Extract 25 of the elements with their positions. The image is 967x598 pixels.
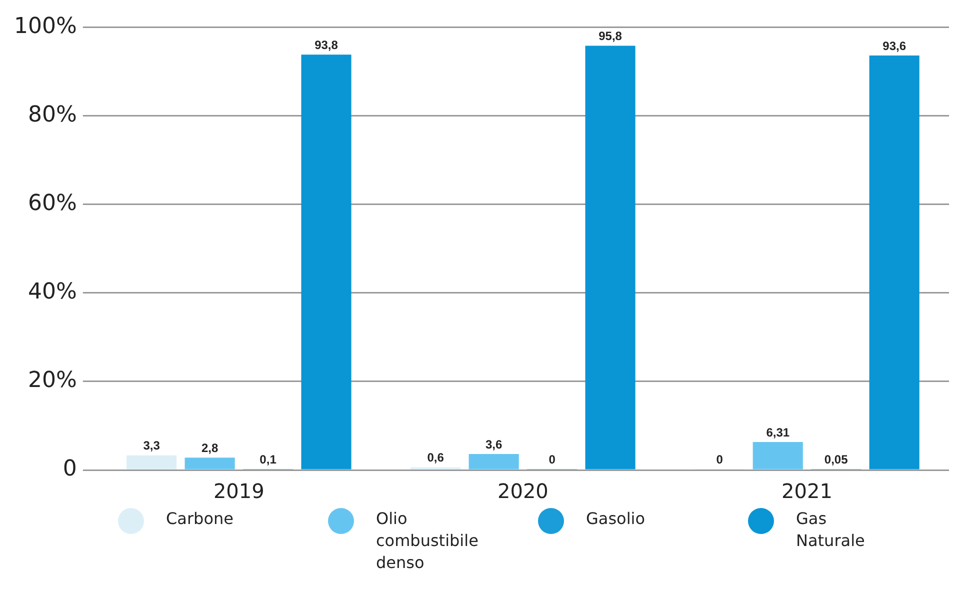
data-label: 93,6 bbox=[882, 38, 906, 53]
data-label: 0 bbox=[548, 452, 556, 466]
y-tick-label: 60% bbox=[28, 191, 77, 216]
data-label: 6,31 bbox=[766, 425, 790, 440]
data-label: 93,8 bbox=[314, 38, 338, 52]
data-label: 95,8 bbox=[598, 29, 622, 44]
y-tick-label: 40% bbox=[28, 280, 77, 305]
y-tick-label: 100% bbox=[14, 14, 77, 39]
legend-label: Olio combustibile denso bbox=[376, 508, 480, 574]
data-label: 3,6 bbox=[485, 437, 502, 452]
data-label: 0,05 bbox=[824, 452, 848, 466]
y-tick-label: 0 bbox=[62, 456, 77, 482]
data-label: 3,3 bbox=[143, 438, 160, 453]
x-tick-label: 2021 bbox=[782, 479, 832, 504]
data-label: 0,6 bbox=[427, 450, 444, 465]
data-label: 2,8 bbox=[201, 440, 218, 455]
x-tick-label: 2020 bbox=[497, 479, 548, 504]
legend-label: Gas Naturale bbox=[796, 508, 866, 552]
data-label: 0 bbox=[716, 452, 724, 466]
y-tick-label: 20% bbox=[28, 368, 77, 394]
legend-label: Carbone bbox=[166, 508, 234, 530]
y-tick-label: 80% bbox=[28, 102, 77, 128]
legend-label: Gasolio bbox=[586, 508, 646, 530]
data-label: 0,1 bbox=[260, 452, 277, 466]
x-tick-label: 2019 bbox=[213, 479, 264, 504]
